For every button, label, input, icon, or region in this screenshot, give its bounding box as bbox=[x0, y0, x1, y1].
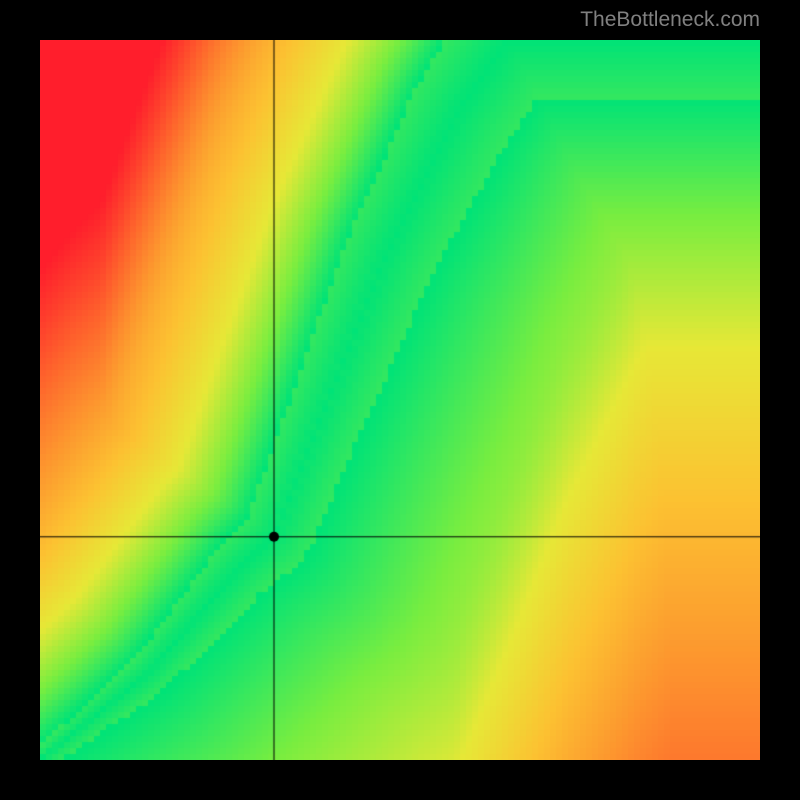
bottleneck-heatmap bbox=[40, 40, 760, 760]
heatmap-canvas bbox=[40, 40, 760, 760]
watermark-text: TheBottleneck.com bbox=[580, 8, 760, 32]
